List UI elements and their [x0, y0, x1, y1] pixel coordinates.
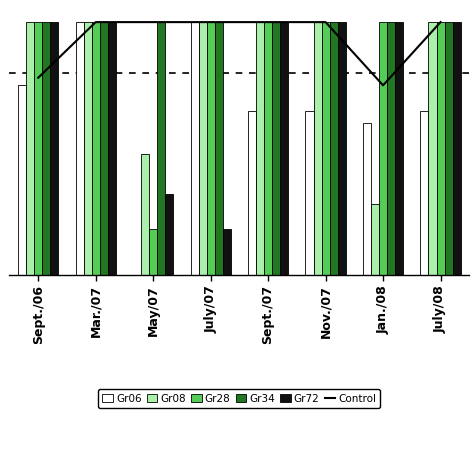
Bar	[34, 22, 42, 275]
Bar	[272, 22, 280, 275]
Bar	[191, 22, 199, 275]
Bar	[428, 22, 437, 275]
Bar	[379, 22, 387, 275]
Bar	[149, 229, 157, 275]
Bar	[75, 22, 83, 275]
Bar	[395, 22, 403, 275]
Bar	[248, 110, 256, 275]
Bar	[207, 22, 215, 275]
Bar	[223, 229, 231, 275]
Bar	[329, 22, 337, 275]
Bar	[42, 22, 50, 275]
Bar	[280, 22, 288, 275]
Bar	[305, 110, 313, 275]
Bar	[420, 110, 428, 275]
Bar	[363, 123, 371, 275]
Bar	[199, 22, 207, 275]
Bar	[371, 204, 379, 275]
Bar	[337, 22, 346, 275]
Bar	[100, 22, 108, 275]
Bar	[387, 22, 395, 275]
Bar	[264, 22, 272, 275]
Bar	[108, 22, 116, 275]
Bar	[313, 22, 321, 275]
Bar	[18, 85, 26, 275]
Bar	[26, 22, 34, 275]
Bar	[50, 22, 58, 275]
Bar	[141, 154, 149, 275]
Bar	[157, 22, 165, 275]
Bar	[165, 194, 173, 275]
Bar	[445, 22, 453, 275]
Legend: Gr06, Gr08, Gr28, Gr34, Gr72, Control: Gr06, Gr08, Gr28, Gr34, Gr72, Control	[98, 390, 381, 408]
Bar	[453, 22, 461, 275]
Bar	[256, 22, 264, 275]
Bar	[321, 22, 329, 275]
Bar	[83, 22, 91, 275]
Bar	[91, 22, 100, 275]
Bar	[437, 22, 445, 275]
Bar	[215, 22, 223, 275]
